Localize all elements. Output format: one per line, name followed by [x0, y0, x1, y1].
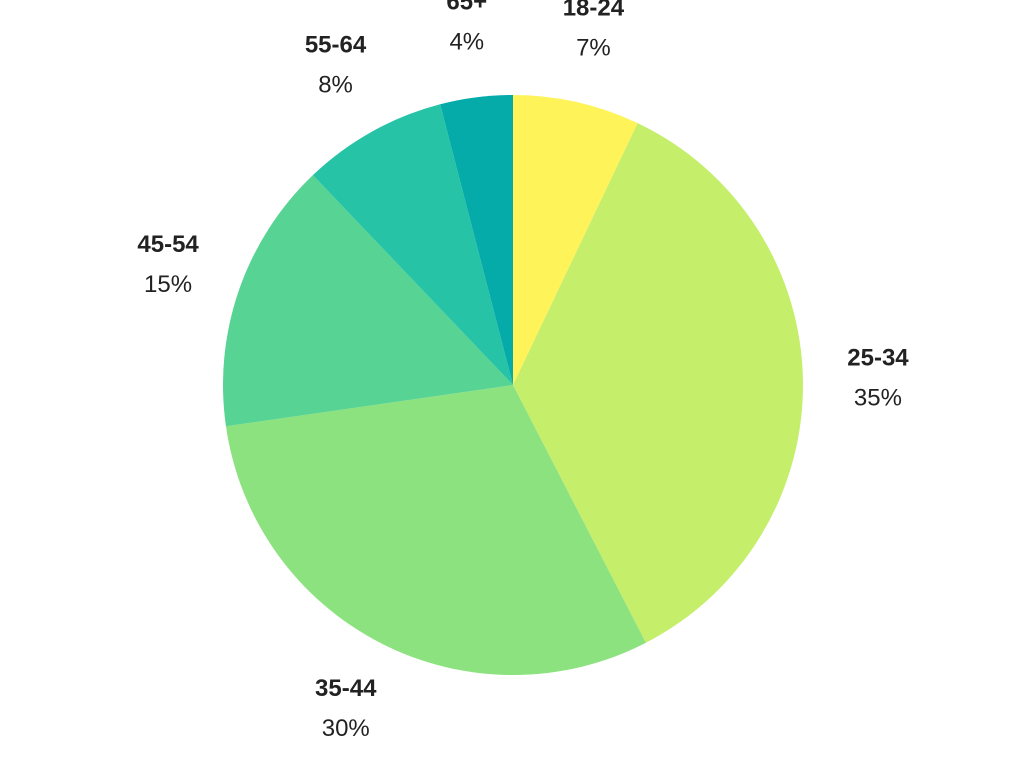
slice-label: 65+ [446, 0, 487, 15]
pie-slice [312, 104, 513, 386]
pie-slice [513, 95, 638, 385]
slice-value: 8% [318, 71, 353, 98]
slice-label: 35-44 [315, 675, 377, 702]
slice-value: 30% [322, 715, 370, 742]
pie-slice [513, 123, 803, 643]
slice-value: 7% [576, 34, 611, 61]
slice-value: 15% [144, 271, 192, 298]
pie-slice [225, 385, 646, 675]
slice-label: 45-54 [137, 231, 199, 258]
slice-value: 4% [449, 28, 484, 55]
slice-label: 25-34 [847, 345, 909, 372]
slice-label: 55-64 [305, 31, 367, 58]
slice-label: 18-24 [563, 0, 625, 21]
slice-value: 35% [854, 385, 902, 412]
pie-slice [440, 95, 513, 385]
pie-slice [223, 175, 514, 427]
